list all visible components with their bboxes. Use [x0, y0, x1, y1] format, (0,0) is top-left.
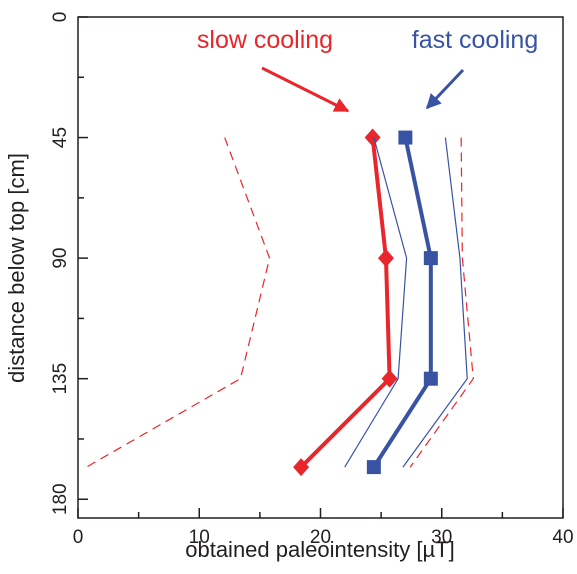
y-tick-label: 180 [50, 483, 71, 515]
marker [364, 128, 381, 147]
marker [293, 458, 310, 477]
y-tick-label: 45 [50, 127, 71, 148]
x-axis-label: obtained paleointensity [µT] [185, 537, 455, 562]
series-line [409, 137, 474, 468]
marker [398, 130, 413, 145]
annotation: slow cooling [197, 26, 333, 54]
series-line [402, 137, 468, 468]
x-tick-label: 40 [552, 527, 573, 548]
y-tick-label: 135 [50, 363, 71, 395]
x-tick-label: 0 [73, 527, 84, 548]
series-line [86, 137, 271, 468]
x-tick-label: 20 [310, 527, 331, 548]
x-tick-label: 30 [431, 527, 452, 548]
y-tick-label: 90 [50, 248, 71, 269]
annotation: fast cooling [412, 26, 538, 54]
plot-frame [77, 16, 564, 519]
x-tick-label: 10 [189, 527, 210, 548]
y-axis-label: distance below top [cm] [4, 153, 29, 383]
series-line [344, 137, 408, 468]
marker [381, 369, 398, 388]
marker [423, 251, 438, 266]
series-line [299, 137, 392, 469]
marker [366, 460, 381, 475]
marker [423, 371, 438, 386]
arrow [425, 68, 465, 110]
y-tick-label: 0 [50, 12, 71, 23]
series-line [372, 137, 433, 469]
arrow [261, 66, 350, 113]
marker [377, 249, 394, 268]
